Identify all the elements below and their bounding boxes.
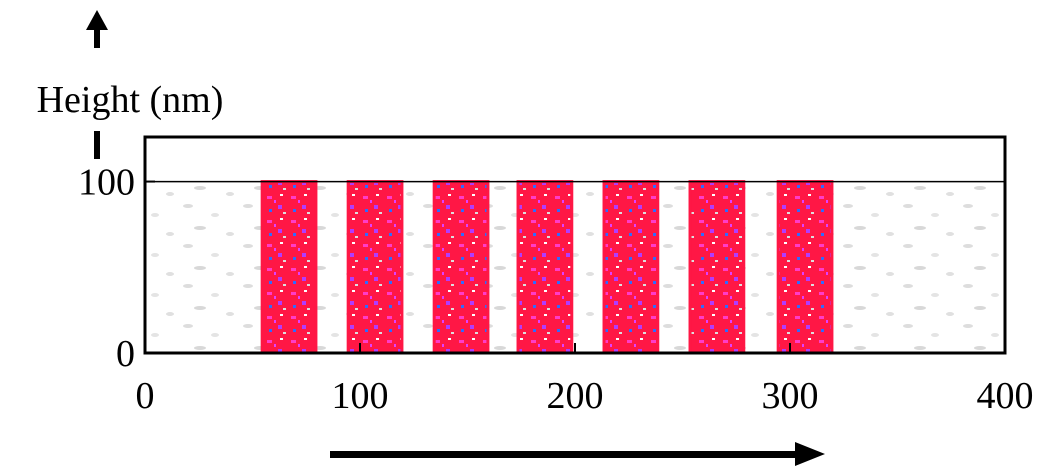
stripe — [776, 180, 834, 355]
stripe — [516, 180, 574, 355]
stripe — [260, 180, 318, 355]
x-tick-label: 200 — [547, 375, 604, 417]
direction-arrow-head — [795, 442, 825, 466]
stripe — [346, 180, 404, 355]
up-arrow-head — [86, 10, 108, 30]
y-tick-label: 0 — [116, 333, 135, 375]
x-tick-label: 100 — [332, 375, 389, 417]
stripe — [688, 180, 746, 355]
stripe — [602, 180, 660, 355]
stripe — [432, 180, 490, 355]
x-tick-label: 300 — [762, 375, 819, 417]
x-tick-label: 0 — [136, 375, 155, 417]
y-axis-label: Height (nm) — [37, 79, 224, 121]
up-arrow-shaft — [94, 28, 100, 48]
y-tick-label: 100 — [78, 162, 135, 204]
axis-bar — [94, 131, 100, 159]
direction-arrow-shaft — [330, 451, 800, 458]
x-tick-label: 400 — [977, 375, 1034, 417]
